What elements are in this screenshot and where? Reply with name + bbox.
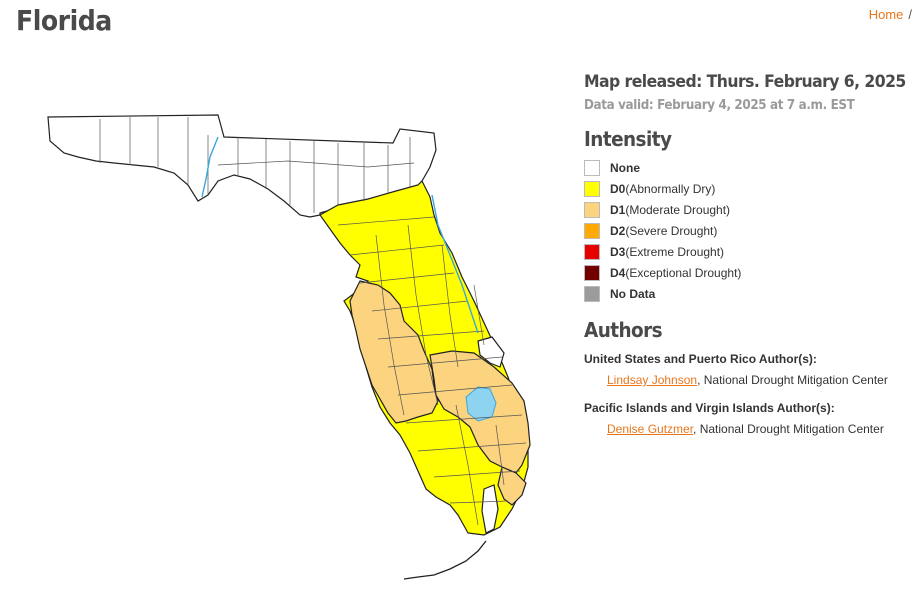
rivers [201, 136, 479, 334]
legend-item: D4 (Exceptional Drought) [584, 262, 914, 283]
legend-item: D3 (Extreme Drought) [584, 241, 914, 262]
legend-item: D1 (Moderate Drought) [584, 199, 914, 220]
author-org: , National Drought Mitigation Center [697, 373, 888, 387]
author-link[interactable]: Lindsay Johnson [607, 373, 698, 387]
drought-map [38, 105, 558, 590]
legend-code: D1 [610, 202, 626, 217]
region-d1-west [349, 280, 439, 424]
legend-description: (Severe Drought) [625, 223, 718, 238]
county-lines [99, 117, 527, 526]
page-title: Florida [16, 4, 112, 37]
breadcrumb: Home / [869, 7, 912, 22]
author-group-pacific: Pacific Islands and Virgin Islands Autho… [584, 401, 914, 436]
legend-item: D2 (Severe Drought) [584, 220, 914, 241]
legend-swatch [584, 222, 600, 239]
legend-description: (Extreme Drought) [625, 244, 725, 259]
intensity-heading: Intensity [584, 127, 672, 151]
florida-keys [403, 540, 487, 580]
legend-description: (Moderate Drought) [625, 202, 731, 217]
legend-swatch [584, 201, 600, 218]
legend-swatch [584, 264, 600, 281]
legend-code: D0 [610, 181, 626, 196]
florida-map-svg [47, 114, 531, 580]
breadcrumb-separator: / [908, 7, 912, 22]
legend-swatch [584, 159, 600, 176]
authors-heading: Authors [584, 318, 663, 342]
author-org: , National Drought Mitigation Center [693, 422, 884, 436]
author-group-heading: United States and Puerto Rico Author(s): [584, 352, 817, 366]
legend-swatch [584, 285, 600, 302]
author-group-heading: Pacific Islands and Virgin Islands Autho… [584, 401, 835, 415]
region-none-north [47, 114, 437, 218]
legend-swatch [584, 243, 600, 260]
legend-swatch [584, 180, 600, 197]
data-valid-date: Data valid: February 4, 2025 at 7 a.m. E… [584, 98, 855, 113]
author-group-us: United States and Puerto Rico Author(s):… [584, 352, 914, 387]
author-line: Lindsay Johnson, National Drought Mitiga… [607, 373, 914, 387]
legend-description: (Abnormally Dry) [625, 181, 716, 196]
legend-code: D4 [610, 265, 626, 280]
breadcrumb-home-link[interactable]: Home [868, 7, 904, 22]
legend-item: None [584, 157, 914, 178]
legend-description: (Exceptional Drought) [625, 265, 742, 280]
legend-label: None [610, 160, 640, 175]
region-none-southeast [481, 484, 499, 534]
legend-item: No Data [584, 283, 914, 304]
legend-code: D3 [610, 244, 626, 259]
legend-code: D2 [610, 223, 626, 238]
legend-label: No Data [610, 286, 656, 301]
lake-okeechobee [465, 386, 497, 422]
region-d1-far-south [497, 466, 527, 506]
map-release-date: Map released: Thurs. February 6, 2025 [584, 72, 906, 92]
intensity-legend: None D0 (Abnormally Dry) D1 (Moderate Drou… [584, 157, 914, 304]
info-panel: Map released: Thurs. February 6, 2025 Da… [584, 72, 914, 436]
author-link[interactable]: Denise Gutzmer [607, 422, 694, 436]
legend-item: D0 (Abnormally Dry) [584, 178, 914, 199]
region-none-east [477, 336, 505, 368]
author-line: Denise Gutzmer, National Drought Mitigat… [607, 422, 914, 436]
